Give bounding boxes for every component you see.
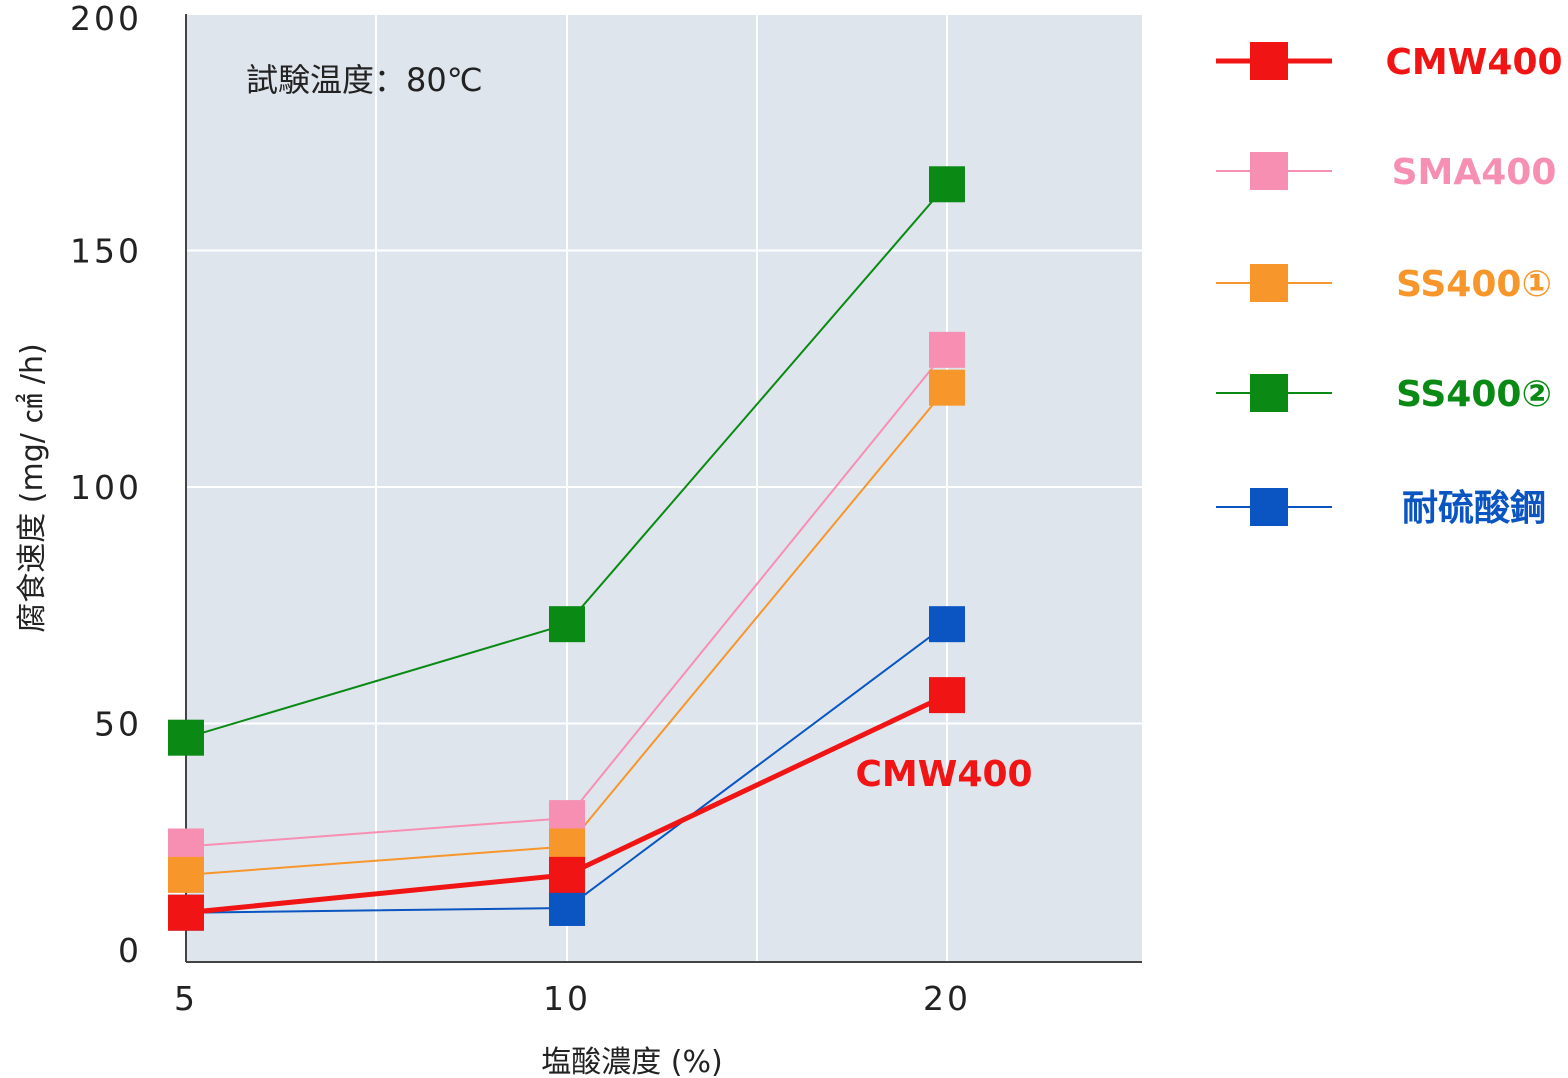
data-point-marker [549, 856, 585, 893]
data-point-marker [168, 894, 204, 931]
y-tick-label: 0 [118, 931, 142, 970]
y-axis-title: 腐食速度 (mg/ ㎠ /h) [15, 343, 50, 633]
data-point-marker [929, 166, 965, 203]
legend-marker [1250, 488, 1288, 526]
legend-marker [1250, 374, 1288, 412]
data-point-marker [929, 677, 965, 714]
data-point-marker [168, 719, 204, 756]
data-point-marker [929, 331, 965, 368]
legend-label: 耐硫酸鋼 [1402, 488, 1546, 529]
y-tick-label: 100 [70, 468, 142, 507]
legend-label: SS400① [1396, 264, 1552, 305]
x-axis-title: 塩酸濃度 (%) [541, 1045, 722, 1078]
series-markers [168, 166, 965, 931]
y-tick-label: 150 [70, 232, 142, 271]
inline-label-cmw400: CMW400 [855, 754, 1032, 795]
data-point-marker [929, 606, 965, 643]
x-tick-label: 5 [174, 979, 198, 1018]
data-point-marker [549, 606, 585, 643]
legend-marker [1250, 264, 1288, 302]
chart-annotation: 試験温度：80℃ [246, 61, 483, 99]
y-tick-labels: 0 50 100 150 200 [70, 0, 142, 970]
data-point-marker [168, 856, 204, 893]
y-tick-label: 50 [94, 705, 142, 744]
x-tick-label: 10 [543, 979, 591, 1018]
legend-label: SS400② [1396, 374, 1552, 415]
legend: CMW400 SMA400 SS400① SS400② 耐硫酸鋼 [1216, 42, 1563, 529]
legend-label: CMW400 [1385, 42, 1562, 83]
data-point-marker [929, 369, 965, 406]
legend-label: SMA400 [1392, 152, 1557, 193]
x-tick-label: 20 [923, 979, 971, 1018]
legend-marker [1250, 42, 1288, 80]
x-tick-labels: 5 10 20 [174, 979, 971, 1018]
data-point-marker [549, 889, 585, 926]
y-tick-label: 200 [70, 0, 142, 38]
legend-marker [1250, 152, 1288, 190]
